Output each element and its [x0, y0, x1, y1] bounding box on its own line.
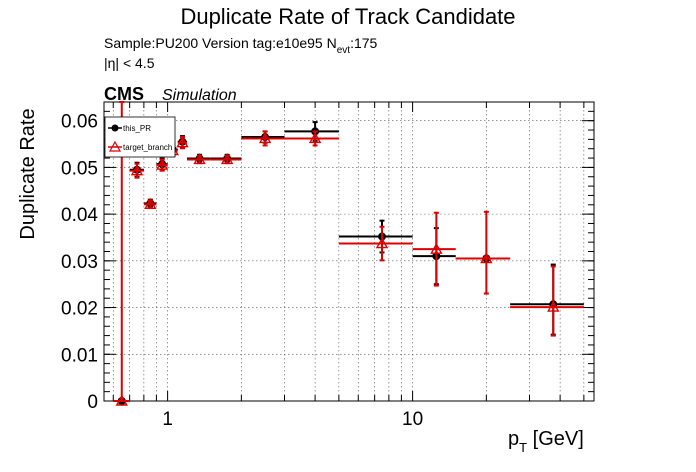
- y-axis-label: Duplicate Rate: [17, 108, 39, 239]
- sample-info-prefix: Sample:PU200 Version tag:e10e95 N: [104, 35, 337, 51]
- data-point: [115, 394, 128, 406]
- data-series: [113, 101, 584, 406]
- axis-ticks: [104, 101, 594, 402]
- chart-title: Duplicate Rate of Track Candidate: [180, 4, 515, 29]
- data-point: [193, 153, 206, 165]
- legend-marker: [108, 140, 122, 152]
- x-axis-label-main: p: [508, 428, 519, 450]
- x-axis-label: pT [GeV]: [508, 428, 584, 455]
- data-point: [130, 164, 144, 176]
- x-axis-label-unit: [GeV]: [527, 428, 584, 450]
- x-axis-label-sub: T: [519, 440, 527, 455]
- legend: this_PR target_branch: [104, 116, 176, 158]
- legend-box: [104, 116, 176, 158]
- y-tick-label: 0.03: [61, 252, 98, 273]
- sample-info: Sample:PU200 Version tag:e10e95 Nevt:175: [104, 35, 378, 56]
- legend-marker: [111, 124, 119, 132]
- nevt-value: :175: [350, 35, 377, 51]
- y-tick-label: 0.05: [61, 158, 98, 179]
- axis-tick-labels: 1 10 0 0.01 0.02 0.03 0.04 0.05 0.06: [61, 112, 423, 430]
- data-point: [176, 136, 189, 148]
- data-point: [375, 237, 389, 249]
- data-point: [547, 300, 560, 312]
- legend-label: target_branch: [123, 143, 172, 152]
- simulation-label: Simulation: [162, 87, 237, 104]
- y-tick-label: 0.01: [61, 345, 98, 366]
- series-target_branch: [113, 101, 584, 406]
- eta-cut: |η| < 4.5: [104, 55, 155, 71]
- x-tick-label: 10: [402, 409, 423, 430]
- cms-label: CMS: [104, 84, 144, 104]
- data-point: [144, 197, 157, 210]
- data-point: [480, 252, 493, 264]
- legend-label: this_PR: [123, 124, 151, 133]
- data-point: [155, 158, 169, 170]
- x-tick-label: 1: [162, 409, 173, 430]
- data-point: [430, 242, 443, 254]
- y-tick-label: 0.06: [61, 112, 98, 133]
- nevt-subscript: evt: [337, 45, 351, 56]
- data-point: [308, 131, 322, 144]
- data-point: [220, 153, 234, 165]
- y-tick-label: 0.02: [61, 299, 98, 320]
- y-tick-label: 0.04: [61, 205, 98, 226]
- series-this_PR: [113, 121, 584, 405]
- y-tick-label: 0: [87, 392, 98, 413]
